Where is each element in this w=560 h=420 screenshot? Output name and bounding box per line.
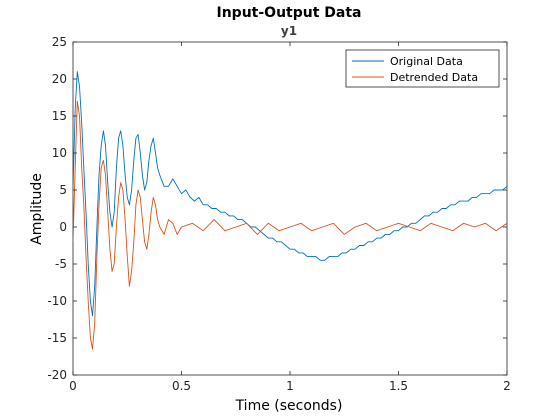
x-tick-label: 1: [286, 379, 294, 393]
y-tick-label: -10: [47, 294, 67, 308]
y-tick-label: -5: [55, 257, 67, 271]
y-tick-label: 10: [52, 146, 67, 160]
y-tick-label: 0: [59, 220, 67, 234]
plot-area: [72, 41, 508, 376]
legend-label: Detrended Data: [390, 71, 478, 84]
chart-title: Input-Output Data: [217, 5, 362, 21]
series-line-detrended-data: [73, 100, 507, 350]
x-axis-label: Time (seconds): [235, 398, 343, 414]
x-axis: 0 0.5 1 1.5 2: [69, 42, 511, 393]
y-tick-label: 15: [52, 109, 67, 123]
legend-box: [345, 49, 500, 88]
legend-label: Original Data: [390, 55, 463, 68]
series-layer: [73, 71, 507, 350]
legend: Original Data Detrended Data: [345, 49, 500, 88]
x-tick-label: 1.5: [389, 379, 408, 393]
x-tick-label: 0: [69, 379, 77, 393]
y-tick-label: 5: [59, 183, 67, 197]
x-tick-label: 0.5: [172, 379, 191, 393]
y-axis-label: Amplitude: [29, 173, 45, 245]
y-tick-label: -15: [47, 331, 67, 345]
y-tick-label: 20: [52, 72, 67, 86]
x-tick-label: 2: [503, 379, 511, 393]
y-tick-label: -20: [47, 368, 67, 382]
y-tick-label: 25: [52, 35, 67, 49]
y-axis: -20 -15 -10 -5 0 5 10 15 20 25: [47, 35, 507, 382]
chart-subtitle: y1: [281, 24, 297, 38]
